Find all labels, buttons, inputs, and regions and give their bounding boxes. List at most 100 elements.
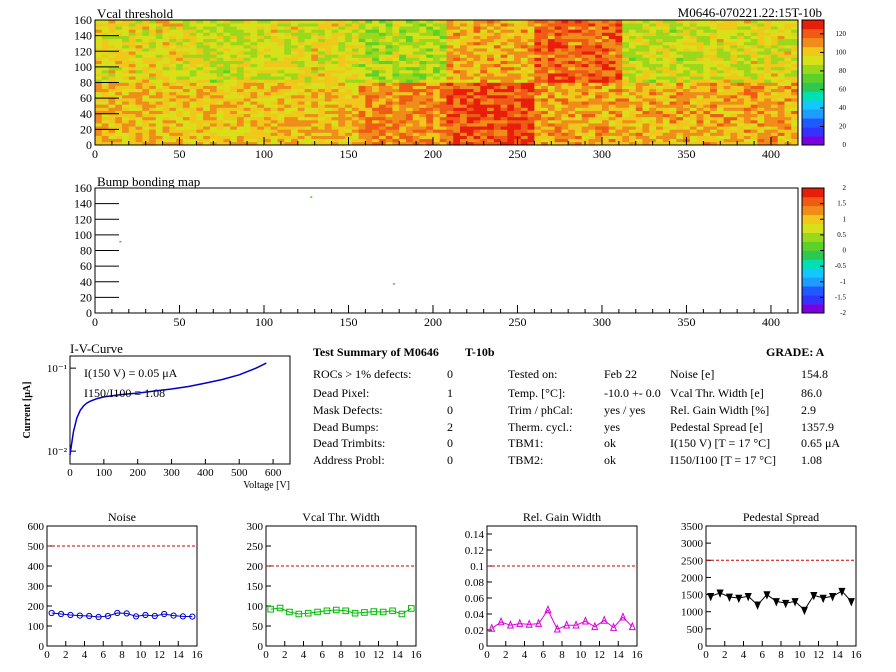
map-cell [115,126,123,130]
map-cell [764,104,772,108]
map-cell [95,88,103,93]
map-cell [750,132,758,136]
map-cell [493,82,501,86]
map-cell [318,82,326,86]
map-cell [608,141,616,146]
map-cell [101,85,109,90]
map-cell [243,79,251,83]
map-cell [182,38,190,43]
map-cell [460,57,468,61]
map-cell [351,51,359,55]
map-cell [669,66,677,71]
map-cell [250,123,258,127]
map-cell [196,113,204,118]
map-cell [270,26,278,30]
map-cell [757,51,765,55]
map-cell [493,101,501,105]
map-cell [791,60,799,65]
map-cell [372,129,380,133]
map-cell [432,35,441,40]
map-cell [419,129,427,133]
map-cell [95,101,103,105]
map-cell [432,120,441,124]
map-cell [209,70,217,74]
map-cell [439,57,447,61]
map-cell [547,70,555,74]
map-cell [162,73,170,77]
map-cell [547,101,555,105]
map-cell [649,54,657,58]
map-cell [649,101,657,105]
map-cell [216,116,224,121]
map-cell [541,73,549,77]
map-cell [318,20,326,24]
map-cell [608,101,616,105]
map-cell [662,66,670,71]
map-cell [297,132,305,136]
map-cell [176,123,184,127]
map-cell [460,23,468,27]
map-cell [527,26,535,30]
map-cell [405,57,413,61]
map-cell [176,60,184,65]
map-cell [743,110,751,115]
map-cell [601,79,610,83]
map-cell [230,63,238,68]
map-cell [115,107,123,111]
map-cell [169,113,177,118]
map-cell [203,23,211,27]
map-cell [473,85,481,90]
map-cell [378,120,386,124]
map-cell [392,76,400,80]
map-cell [608,32,616,36]
map-cell [331,51,339,55]
map-cell [358,120,366,124]
map-cell [514,66,522,71]
map-cell [527,20,535,24]
map-cell [236,63,245,68]
map-cell [507,79,515,83]
map-cell [216,41,224,46]
map-cell [250,91,258,96]
x-axis-label: Voltage [V] [243,480,290,491]
map-cell [581,110,589,115]
map-cell [527,91,535,96]
map-cell [345,116,353,121]
map-cell [358,54,366,58]
map-cell [554,60,562,65]
map-cell [520,91,528,96]
map-cell [345,104,353,108]
map-cell [649,116,657,121]
map-cell [209,120,217,124]
map-cell [487,98,495,102]
map-cell [520,95,528,99]
map-cell [277,98,285,102]
map-cell [574,132,582,136]
map-cell [689,35,697,40]
defect-value: 0 [447,453,453,467]
map-cell [676,116,684,121]
map-cell [622,95,630,99]
map-cell [547,107,555,111]
map-cell [230,82,238,86]
map-cell [554,38,562,43]
map-cell [318,35,326,40]
map-cell [547,60,555,65]
map-cell [473,116,481,121]
map-cell [338,107,346,111]
map-cell [426,120,434,124]
map-cell [500,41,508,46]
map-cell [189,32,197,36]
map-cell [223,95,231,99]
map-cell [405,35,413,40]
map-cell [473,120,481,124]
map-cell [169,85,177,90]
defect-label: Dead Trimbits: [313,436,385,450]
map-cell [399,132,407,136]
map-cell [155,95,163,99]
y-tick-label: 500 [28,541,45,553]
y-tick-label: 40 [80,275,92,289]
map-cell [277,95,285,99]
map-cell [291,79,299,83]
